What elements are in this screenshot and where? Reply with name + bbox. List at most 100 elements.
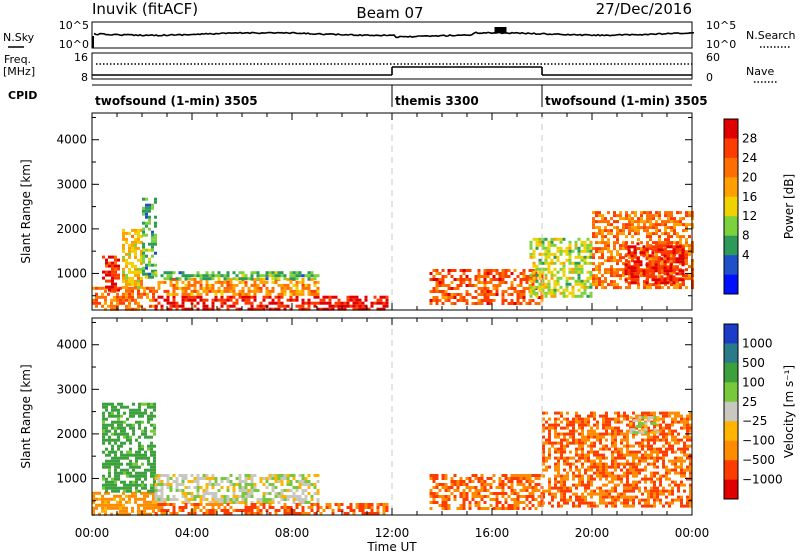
data-cell — [541, 282, 545, 286]
data-cell — [578, 468, 581, 472]
data-cell — [104, 512, 107, 516]
data-cell — [602, 462, 605, 466]
data-cell — [595, 211, 598, 215]
data-cell — [120, 450, 123, 454]
data-cell — [154, 298, 158, 302]
data-cell — [325, 295, 329, 299]
data-cell — [641, 431, 645, 435]
colorbar-tick-label: −25 — [742, 414, 767, 428]
data-cell — [205, 509, 209, 512]
data-cell — [522, 290, 526, 293]
colorbar-tick-label: 24 — [742, 151, 757, 165]
freq-label: Freq. — [4, 53, 31, 66]
data-cell — [653, 450, 656, 454]
data-cell — [575, 411, 578, 415]
data-cell — [459, 284, 463, 287]
data-cell — [313, 474, 317, 477]
data-cell — [105, 447, 108, 451]
data-cell — [601, 238, 604, 242]
data-cell — [619, 274, 622, 278]
data-cell — [529, 255, 533, 259]
data-cell — [547, 267, 551, 271]
data-cell — [602, 501, 605, 505]
data-cell — [120, 405, 123, 409]
data-cell — [528, 284, 532, 287]
data-cell — [643, 220, 646, 224]
data-cell — [676, 211, 679, 215]
data-cell — [134, 500, 137, 504]
data-cell — [253, 271, 257, 275]
data-cell — [143, 292, 146, 296]
data-cell — [611, 465, 614, 469]
data-cell — [146, 512, 149, 516]
data-cell — [611, 477, 614, 481]
data-cell — [635, 453, 638, 457]
data-cell — [489, 498, 493, 501]
data-cell — [154, 224, 157, 228]
data-cell — [547, 288, 551, 292]
data-cell — [235, 283, 239, 287]
data-cell — [522, 275, 526, 278]
data-cell — [108, 261, 111, 265]
data-cell — [589, 252, 593, 256]
data-cell — [622, 247, 625, 251]
data-cell — [634, 232, 637, 236]
data-cell — [532, 264, 536, 268]
data-cell — [614, 474, 617, 478]
data-cell — [489, 486, 493, 489]
data-cell — [149, 289, 152, 293]
data-cell — [184, 474, 188, 477]
data-cell — [145, 263, 148, 267]
data-cell — [265, 274, 269, 278]
data-cell — [544, 276, 548, 280]
data-cell — [166, 498, 170, 501]
data-cell — [641, 416, 645, 420]
colorbar-frame — [723, 323, 739, 500]
data-cell — [544, 267, 548, 271]
data-cell — [205, 277, 209, 281]
data-cell — [592, 253, 595, 257]
data-cell — [653, 431, 657, 435]
data-cell — [346, 295, 350, 299]
data-cell — [665, 501, 668, 505]
data-cell — [123, 432, 126, 436]
data-cell — [235, 301, 239, 305]
data-cell — [274, 486, 278, 489]
data-cell — [122, 503, 125, 507]
data-cell — [528, 302, 532, 305]
data-cell — [663, 260, 667, 264]
data-cell — [486, 293, 490, 296]
data-cell — [483, 480, 487, 483]
data-cell — [662, 420, 665, 424]
data-cell — [671, 432, 674, 436]
data-cell — [611, 450, 614, 454]
data-cell — [586, 279, 590, 283]
data-cell — [132, 402, 135, 406]
data-cell — [596, 465, 599, 469]
data-cell — [178, 483, 182, 486]
data-cell — [150, 441, 153, 445]
data-cell — [541, 237, 545, 241]
data-cell — [668, 423, 671, 427]
data-cell — [510, 299, 514, 302]
data-cell — [635, 419, 639, 423]
data-cell — [117, 489, 120, 493]
data-cell — [217, 503, 221, 506]
data-cell — [114, 432, 117, 436]
data-cell — [147, 462, 150, 466]
data-cell — [114, 480, 117, 484]
data-cell — [548, 489, 551, 493]
data-cell — [247, 483, 251, 486]
data-cell — [169, 498, 173, 501]
data-cell — [681, 272, 685, 276]
data-cell — [646, 211, 649, 215]
data-cell — [169, 307, 173, 311]
data-cell — [554, 423, 557, 427]
data-cell — [554, 447, 557, 451]
data-cell — [289, 483, 293, 486]
data-cell — [620, 447, 623, 451]
data-cell — [646, 220, 649, 224]
data-cell — [379, 295, 383, 299]
data-cell — [560, 450, 563, 454]
data-cell — [510, 287, 514, 290]
